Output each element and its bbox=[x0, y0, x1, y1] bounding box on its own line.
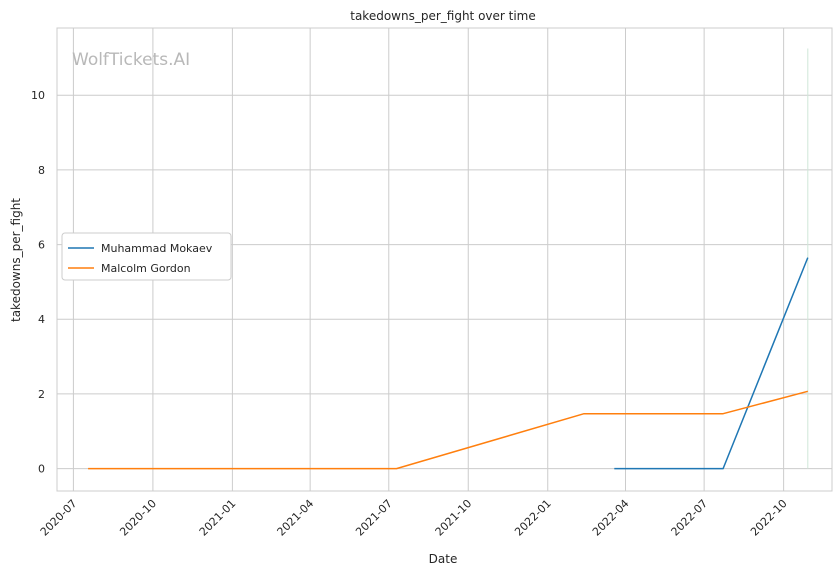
watermark: WolfTickets.AI bbox=[72, 50, 190, 70]
legend-box bbox=[61, 232, 232, 281]
x-tick-label: 2021-10 bbox=[433, 497, 475, 539]
legend: Muhammad Mokaev Malcolm Gordon bbox=[61, 232, 232, 281]
y-tick-label: 4 bbox=[38, 313, 45, 326]
y-tick-label: 2 bbox=[38, 388, 45, 401]
chart-title: takedowns_per_fight over time bbox=[350, 9, 536, 23]
y-tick-label: 6 bbox=[38, 239, 45, 252]
x-tick-label: 2022-04 bbox=[590, 497, 632, 539]
x-tick-label: 2020-07 bbox=[38, 497, 80, 539]
x-tick-label: 2022-01 bbox=[512, 497, 554, 539]
series-lines bbox=[88, 48, 809, 470]
legend-label-mokaev: Muhammad Mokaev bbox=[101, 242, 213, 255]
x-axis-label: Date bbox=[429, 552, 458, 566]
y-tick-label: 0 bbox=[38, 463, 45, 476]
x-tick-label: 2021-07 bbox=[353, 497, 395, 539]
x-tick-label: 2021-04 bbox=[275, 497, 317, 539]
x-tick-label: 2020-10 bbox=[117, 497, 159, 539]
y-axis-label: takedowns_per_fight bbox=[9, 198, 23, 322]
series-line-muhammad-mokaev bbox=[614, 257, 809, 470]
series-line-malcolm-gordon bbox=[88, 390, 808, 470]
y-tick-label: 8 bbox=[38, 164, 45, 177]
legend-label-gordon: Malcolm Gordon bbox=[101, 262, 191, 275]
x-tick-label: 2022-10 bbox=[748, 497, 790, 539]
x-tick-label: 2022-07 bbox=[669, 497, 711, 539]
y-tick-label: 10 bbox=[31, 89, 45, 102]
x-tick-label: 2021-01 bbox=[197, 497, 239, 539]
